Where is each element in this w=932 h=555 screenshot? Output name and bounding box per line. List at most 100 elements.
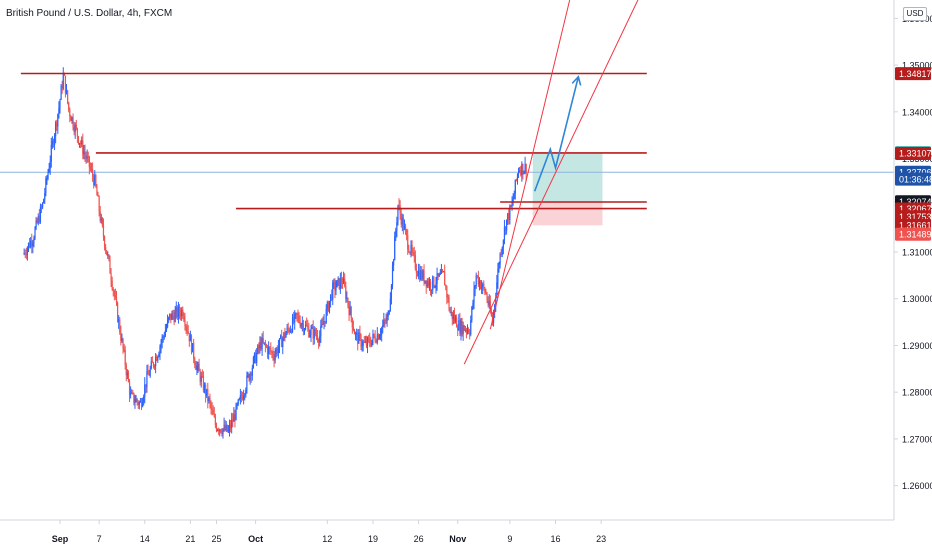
candle-body <box>58 107 60 115</box>
candle-body <box>234 414 236 421</box>
candle-body <box>182 309 184 317</box>
candle-body <box>40 207 43 209</box>
candle-body <box>513 193 515 200</box>
candle-body <box>202 376 205 391</box>
trendline-1[interactable] <box>463 0 639 365</box>
candle-body <box>98 196 100 212</box>
candle-body <box>332 282 334 300</box>
candle-body <box>522 163 524 175</box>
candle-body <box>151 361 153 363</box>
candle-body <box>61 86 63 89</box>
date-tick-label: 7 <box>97 534 102 544</box>
candle-body <box>507 213 509 220</box>
candle-body <box>482 283 484 287</box>
candle-body <box>251 367 253 376</box>
candle-body <box>184 320 186 326</box>
candle-body <box>282 338 284 348</box>
candle-body <box>180 313 182 317</box>
candle-body <box>382 325 384 329</box>
candle-body <box>297 314 299 317</box>
candle-body <box>466 329 469 332</box>
currency-badge[interactable]: USD <box>903 7 927 21</box>
candle-body <box>335 287 337 291</box>
candle-body <box>291 317 294 332</box>
candle-body <box>135 399 137 403</box>
candle-body <box>114 295 117 297</box>
candle-body <box>172 313 174 316</box>
candle-body <box>451 311 453 320</box>
candle-body <box>216 429 219 431</box>
candle-body <box>357 332 359 344</box>
candle-body <box>25 254 27 256</box>
candle-body <box>160 342 162 347</box>
candle-body <box>68 102 70 110</box>
candle-body <box>95 175 97 187</box>
candle-body <box>301 323 303 325</box>
target-zone[interactable] <box>532 152 603 202</box>
candle-body <box>444 271 446 286</box>
candle-body <box>407 235 409 250</box>
candle-body <box>239 394 241 399</box>
candle-body <box>108 254 110 259</box>
projection-path[interactable] <box>533 76 580 192</box>
candle-body <box>437 273 439 277</box>
candle-body <box>153 366 156 368</box>
candle-body <box>470 320 472 335</box>
candle-body <box>55 122 57 137</box>
candle-body <box>113 291 115 296</box>
candle-body <box>286 327 288 334</box>
candle-body <box>483 283 485 288</box>
candle-body <box>325 308 327 323</box>
candle-body <box>81 140 83 145</box>
candle-body <box>103 236 106 247</box>
date-tick-label: 9 <box>507 534 512 544</box>
candle-body <box>144 384 146 397</box>
candle-body <box>370 343 372 346</box>
candle-body <box>246 375 248 390</box>
candle-body <box>159 346 161 354</box>
date-tick-label: 23 <box>596 534 606 544</box>
candle-body <box>155 356 157 367</box>
candle-body <box>174 311 176 322</box>
candle-body <box>440 270 443 274</box>
candle-body <box>181 309 183 317</box>
stop-zone[interactable] <box>532 201 603 226</box>
price-label-text: 1.33107 <box>899 149 932 159</box>
candle-body <box>478 281 481 285</box>
candle-body <box>187 331 189 334</box>
candle-body <box>366 337 369 347</box>
trendline-2[interactable] <box>489 0 571 330</box>
candle-body <box>245 389 247 395</box>
candle-body <box>278 338 281 347</box>
candle-body <box>228 424 231 430</box>
candle-body <box>435 283 437 287</box>
candle-body <box>244 394 246 396</box>
time-axis[interactable]: Sep 7 14 21 25 Oct 12 19 26 Nov 9 16 23 <box>52 520 606 544</box>
candle-body <box>240 394 243 398</box>
candle-body <box>406 230 408 236</box>
candle-body <box>315 334 318 336</box>
price-label-text: 1.32706 <box>899 167 932 177</box>
candle-body <box>60 86 62 100</box>
candle-body <box>269 346 271 349</box>
candle-body <box>452 314 454 320</box>
candle-body <box>484 287 486 294</box>
price-axis[interactable]: 1.360001.350001.340001.330001.320001.310… <box>894 14 932 491</box>
candle-body <box>156 356 158 361</box>
candle-body <box>501 247 503 255</box>
candle-body <box>189 335 191 342</box>
candle-body <box>207 388 209 402</box>
candle-body <box>410 245 412 253</box>
candle-body <box>479 281 482 289</box>
candle-body <box>210 402 212 409</box>
candle-body <box>514 179 516 194</box>
candle-body <box>83 151 85 155</box>
candle-body <box>350 307 352 318</box>
candle-body <box>398 205 400 207</box>
candle-body <box>243 395 245 400</box>
candle-body <box>44 192 46 200</box>
candle-body <box>394 236 396 261</box>
candle-body <box>434 286 436 288</box>
